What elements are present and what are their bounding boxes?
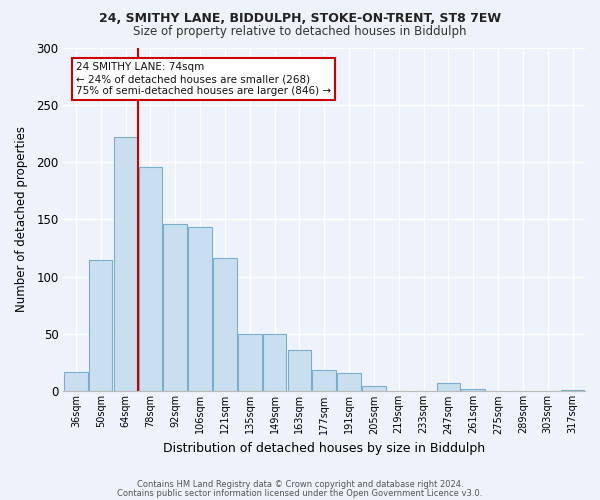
Bar [139,166,162,392]
Bar [461,389,485,392]
Bar [561,390,584,392]
Bar [337,373,361,392]
Text: Contains HM Land Registry data © Crown copyright and database right 2024.: Contains HM Land Registry data © Crown c… [137,480,463,489]
Bar [163,224,187,392]
Text: 24 SMITHY LANE: 74sqm
← 24% of detached houses are smaller (268)
75% of semi-det: 24 SMITHY LANE: 74sqm ← 24% of detached … [76,62,331,96]
Text: Size of property relative to detached houses in Biddulph: Size of property relative to detached ho… [133,25,467,38]
Text: Contains public sector information licensed under the Open Government Licence v3: Contains public sector information licen… [118,488,482,498]
Text: 24, SMITHY LANE, BIDDULPH, STOKE-ON-TRENT, ST8 7EW: 24, SMITHY LANE, BIDDULPH, STOKE-ON-TREN… [99,12,501,26]
Bar [64,372,88,392]
Bar [263,334,286,392]
Bar [287,350,311,392]
X-axis label: Distribution of detached houses by size in Biddulph: Distribution of detached houses by size … [163,442,485,455]
Y-axis label: Number of detached properties: Number of detached properties [15,126,28,312]
Bar [114,137,137,392]
Bar [188,228,212,392]
Bar [362,386,386,392]
Bar [213,258,236,392]
Bar [238,334,262,392]
Bar [437,384,460,392]
Bar [313,370,336,392]
Bar [89,260,112,392]
